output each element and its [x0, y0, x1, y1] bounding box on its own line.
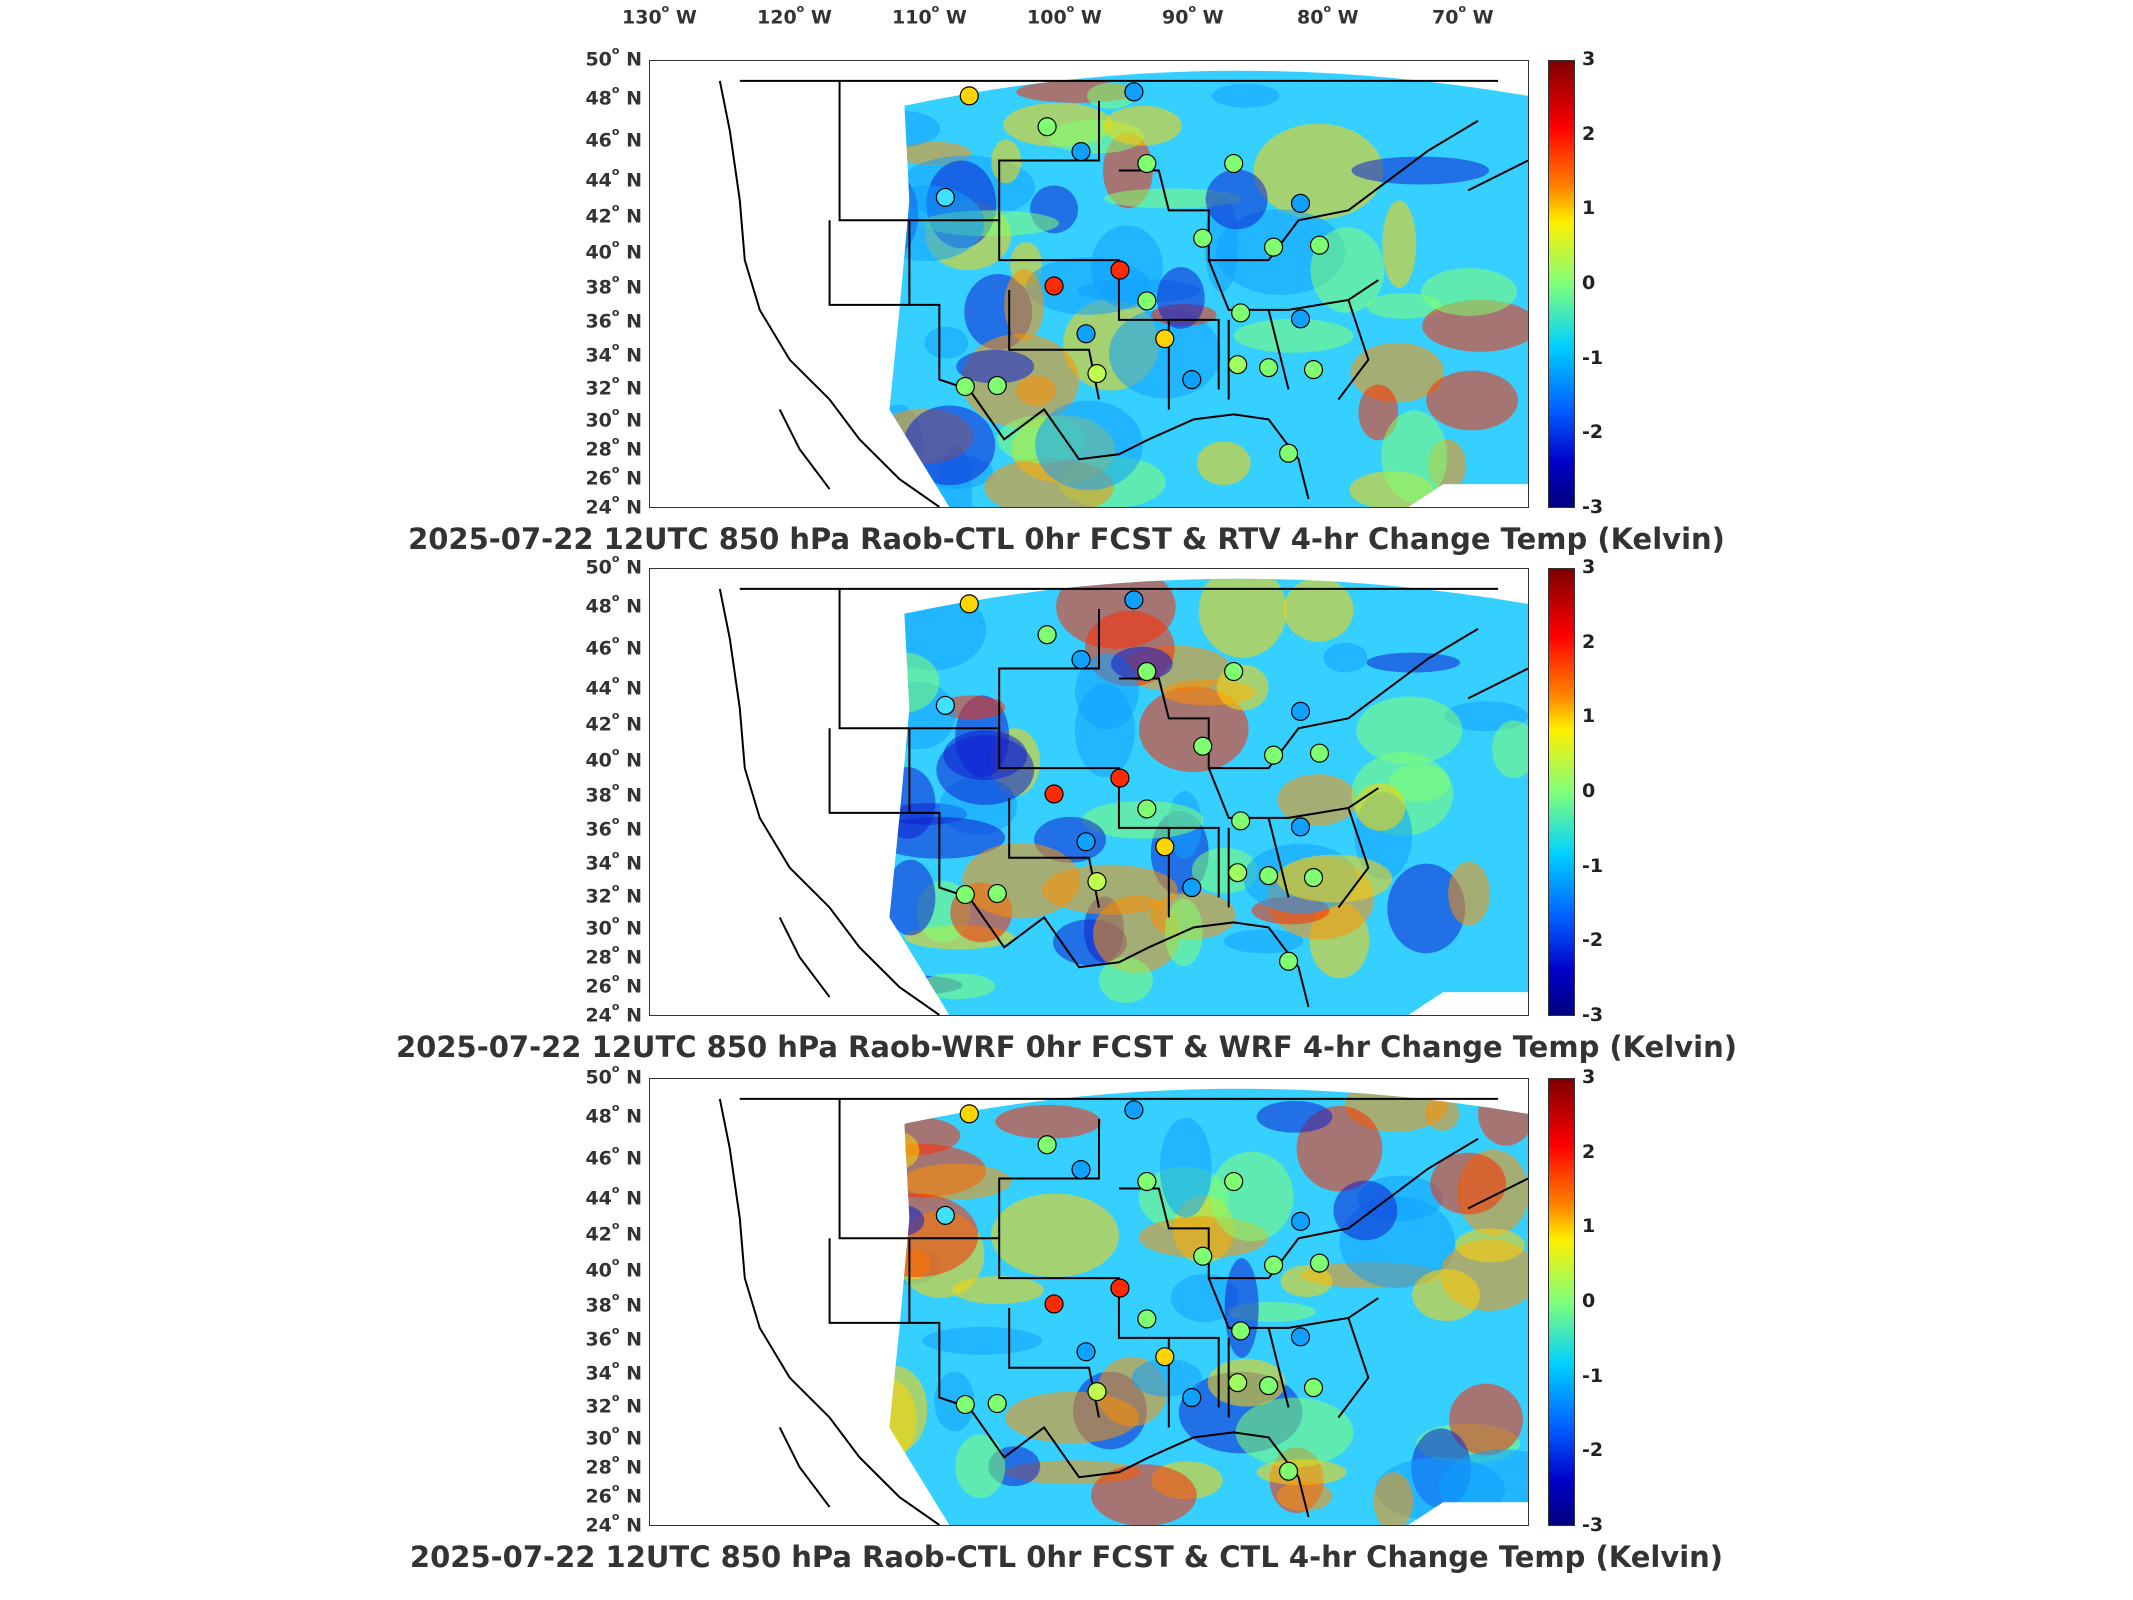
- lat-tick-label: 48o N: [585, 590, 642, 618]
- lat-tick-label: 44o N: [585, 164, 642, 192]
- colorbar-tick-label: -3: [1582, 496, 1604, 518]
- colorbar-tick-label: 3: [1582, 48, 1596, 70]
- lat-tick-label: 42o N: [585, 1218, 642, 1246]
- lat-tick-label: 38o N: [585, 1290, 642, 1317]
- lat-tick-label: 26o N: [585, 970, 642, 998]
- colorbar-tick-label: -1: [1582, 1364, 1604, 1387]
- lat-tick-label: 36o N: [585, 306, 642, 333]
- lat-tick-label: 32o N: [585, 881, 642, 908]
- temperature-change-map: [649, 1078, 1529, 1526]
- lat-tick-label: 28o N: [585, 1451, 642, 1479]
- lat-tick-label: 50o N: [585, 1062, 642, 1089]
- lat-tick-label: 48o N: [585, 82, 642, 110]
- colorbar-tick-label: 0: [1582, 780, 1596, 802]
- lat-tick-label: 46o N: [585, 632, 642, 659]
- colorbar-tick-label: 1: [1582, 1215, 1596, 1238]
- lat-tick-label: 44o N: [585, 672, 642, 700]
- lat-tick-label: 40o N: [585, 744, 642, 771]
- lat-tick-label: 34o N: [585, 847, 642, 874]
- lat-tick-label: 42o N: [585, 708, 642, 736]
- colorbar: [1548, 568, 1575, 1016]
- lat-tick-label: 28o N: [585, 433, 642, 461]
- lat-tick-label: 32o N: [585, 1391, 642, 1418]
- lat-tick-label: 42o N: [585, 200, 642, 228]
- panel-title: 2025-07-22 12UTC 850 hPa Raob-CTL 0hr FC…: [408, 522, 1725, 556]
- lon-tick-label: 90o W: [1162, 2, 1224, 29]
- colorbar: [1548, 1078, 1575, 1526]
- colorbar-tick-label: 1: [1582, 705, 1596, 728]
- panel-title: 2025-07-22 12UTC 850 hPa Raob-CTL 0hr FC…: [409, 1540, 1724, 1574]
- lat-tick-label: 26o N: [585, 1480, 642, 1508]
- lat-tick-label: 26o N: [585, 462, 642, 490]
- lat-tick-label: 44o N: [585, 1182, 642, 1210]
- lat-tick-label: 24o N: [585, 1000, 642, 1027]
- colorbar-tick-label: -2: [1582, 929, 1604, 952]
- lat-tick-label: 36o N: [585, 814, 642, 841]
- lat-tick-label: 32o N: [585, 373, 642, 400]
- temperature-change-map: [649, 568, 1529, 1016]
- colorbar-tick-label: 3: [1582, 556, 1596, 578]
- colorbar-tick-label: -3: [1582, 1514, 1604, 1536]
- colorbar-tick-label: -1: [1582, 346, 1604, 369]
- lon-tick-label: 120o W: [757, 2, 832, 29]
- lat-tick-label: 40o N: [585, 236, 642, 263]
- lat-tick-label: 30o N: [585, 404, 642, 431]
- colorbar-tick-label: 0: [1582, 1290, 1596, 1312]
- lat-tick-label: 36o N: [585, 1324, 642, 1351]
- lat-tick-label: 28o N: [585, 941, 642, 969]
- lat-tick-label: 34o N: [585, 339, 642, 366]
- colorbar: [1548, 60, 1575, 508]
- lat-tick-label: 38o N: [585, 780, 642, 807]
- colorbar-tick-label: 2: [1582, 1140, 1596, 1163]
- colorbar-tick-label: -1: [1582, 854, 1604, 877]
- lat-tick-label: 30o N: [585, 912, 642, 939]
- lat-tick-label: 48o N: [585, 1100, 642, 1128]
- lat-tick-label: 40o N: [585, 1254, 642, 1281]
- lon-tick-label: 110o W: [892, 2, 967, 29]
- lon-tick-label: 80o W: [1297, 2, 1359, 29]
- colorbar-tick-label: 2: [1582, 630, 1596, 653]
- colorbar-tick-label: -3: [1582, 1004, 1604, 1026]
- lat-tick-label: 34o N: [585, 1357, 642, 1384]
- lat-tick-label: 30o N: [585, 1422, 642, 1449]
- lat-tick-label: 50o N: [585, 44, 642, 71]
- colorbar-tick-label: 1: [1582, 197, 1596, 220]
- colorbar-tick-label: 2: [1582, 122, 1596, 145]
- lat-tick-label: 46o N: [585, 1142, 642, 1169]
- colorbar-tick-label: 0: [1582, 272, 1596, 294]
- panel-title: 2025-07-22 12UTC 850 hPa Raob-WRF 0hr FC…: [395, 1030, 1737, 1064]
- lat-tick-label: 50o N: [585, 552, 642, 579]
- colorbar-tick-label: -2: [1582, 421, 1604, 444]
- lon-tick-label: 130o W: [622, 2, 697, 29]
- lat-tick-label: 46o N: [585, 124, 642, 151]
- lon-tick-label: 70o W: [1432, 2, 1494, 29]
- lat-tick-label: 38o N: [585, 272, 642, 299]
- lon-tick-label: 100o W: [1027, 2, 1102, 29]
- lat-tick-label: 24o N: [585, 1510, 642, 1537]
- temperature-change-map: [649, 60, 1529, 508]
- colorbar-tick-label: -2: [1582, 1439, 1604, 1462]
- lat-tick-label: 24o N: [585, 492, 642, 519]
- colorbar-tick-label: 3: [1582, 1066, 1596, 1088]
